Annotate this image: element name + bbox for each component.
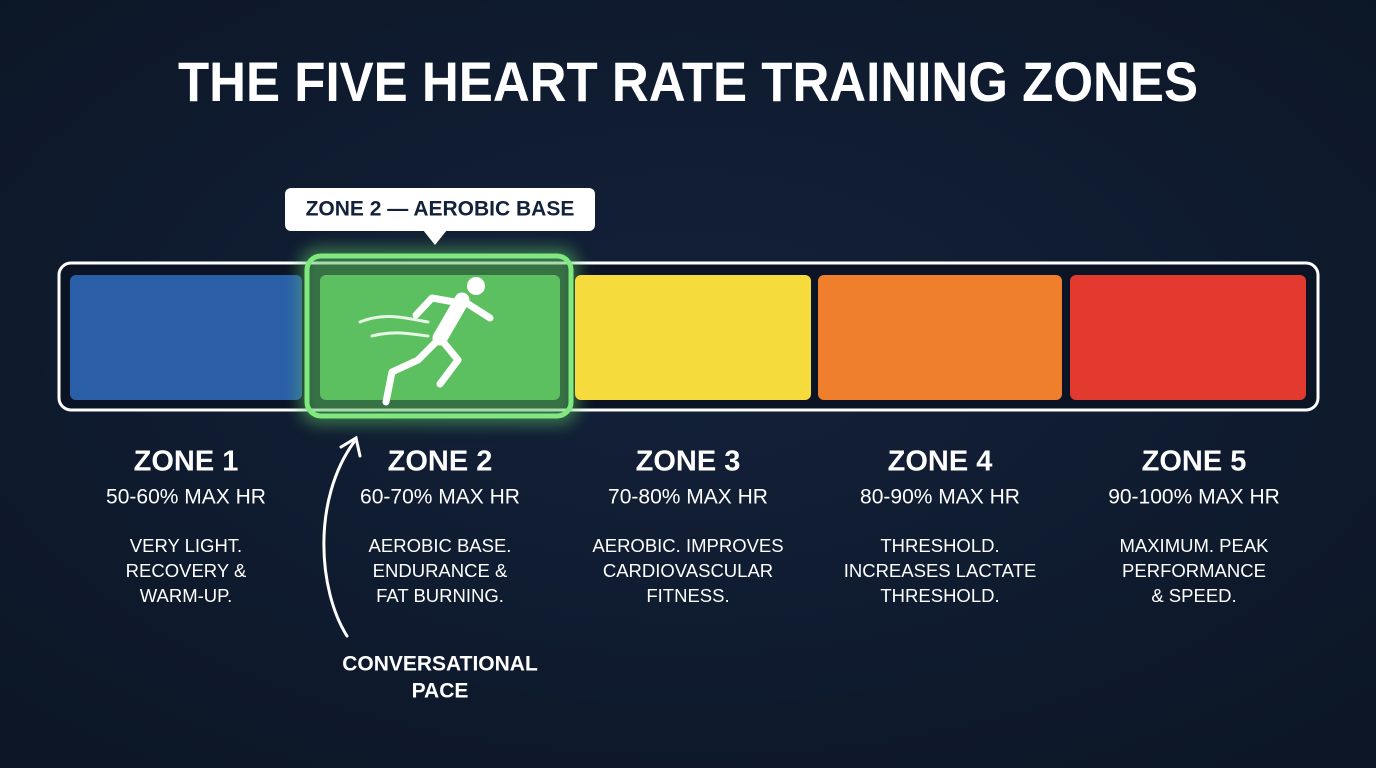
zone-range: 60-70% MAX HR [360, 486, 520, 509]
zone-description: AEROBIC BASE. [369, 535, 512, 556]
zone-description: AEROBIC. IMPROVES [592, 535, 783, 556]
runner-head [467, 277, 485, 295]
zone-name: ZONE 3 [636, 446, 741, 478]
arrow-curve [322, 440, 356, 638]
zone-description: THRESHOLD. [880, 535, 999, 556]
zone-description: PERFORMANCE [1122, 560, 1266, 581]
zone-range: 90-100% MAX HR [1108, 486, 1280, 509]
callout: ZONE 2 — AEROBIC BASE [285, 188, 595, 245]
zone-segment [575, 275, 811, 400]
zone-description: FAT BURNING. [376, 585, 504, 606]
zone-description: WARM-UP. [140, 585, 233, 606]
zone-description: RECOVERY & [126, 560, 247, 581]
annotation-line: CONVERSATIONAL [342, 653, 538, 676]
zone-name: ZONE 2 [388, 446, 493, 478]
runner-icon [358, 277, 494, 406]
zone-description: CARDIOVASCULAR [603, 560, 773, 581]
runner-body [432, 292, 470, 346]
zone-description: VERY LIGHT. [130, 535, 242, 556]
speed-lines [358, 315, 430, 338]
title: THE FIVE HEART RATE TRAINING ZONES [178, 50, 1198, 113]
zone-range: 50-60% MAX HR [106, 486, 266, 509]
arrow-head [339, 435, 362, 458]
highlight-frame [304, 253, 574, 419]
zone-name: ZONE 1 [134, 446, 239, 478]
zone-description: & SPEED. [1151, 585, 1236, 606]
zone-description: MAXIMUM. PEAK [1119, 535, 1269, 556]
zone-name: ZONE 5 [1142, 446, 1247, 478]
zone-bar [70, 248, 1306, 424]
annotation-arrow [322, 435, 362, 638]
zone-description: FITNESS. [646, 585, 729, 606]
annotation-line: PACE [412, 680, 469, 703]
callout-pointer [423, 230, 447, 245]
zone-name: ZONE 4 [888, 446, 993, 478]
zone-segment [818, 275, 1062, 400]
zone-description: ENDURANCE & [373, 560, 508, 581]
zone-description: THRESHOLD. [880, 585, 999, 606]
zone-range: 70-80% MAX HR [608, 486, 768, 509]
zone-segment [70, 275, 302, 400]
zone-segment [1070, 275, 1306, 400]
zone-labels: ZONE 1 50-60% MAX HR VERY LIGHT. RECOVERY &… [106, 446, 1280, 606]
runner-limbs [382, 294, 494, 406]
callout-text: ZONE 2 — AEROBIC BASE [306, 198, 575, 221]
zone-description: INCREASES LACTATE [844, 560, 1037, 581]
callout-box [285, 188, 595, 231]
zone-range: 80-90% MAX HR [860, 486, 1020, 509]
